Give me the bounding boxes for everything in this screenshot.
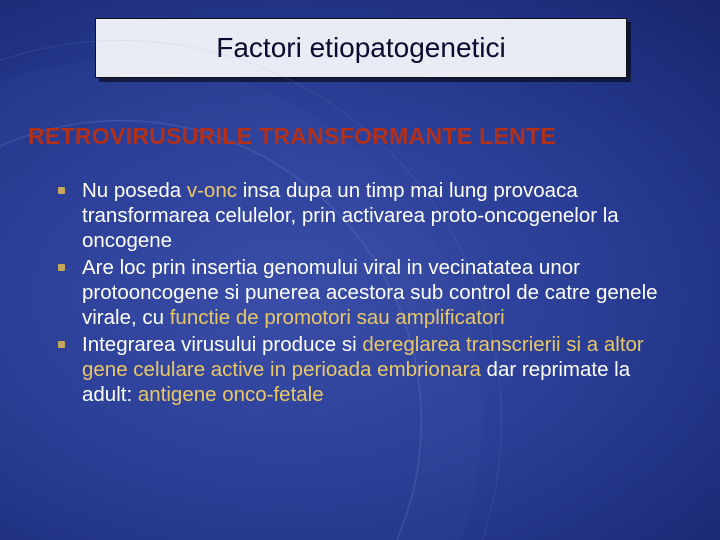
- body-content: Nu poseda v-onc insa dupa un timp mai lu…: [58, 178, 674, 409]
- text-run: Nu poseda: [82, 179, 187, 202]
- list-item: Integrarea virusului produce si dereglar…: [58, 332, 674, 407]
- title-box: Factori etiopatogenetici: [95, 18, 627, 78]
- bullet-list: Nu poseda v-onc insa dupa un timp mai lu…: [58, 178, 674, 407]
- highlight-run: functie de promotori sau amplificatori: [170, 306, 505, 329]
- slide-title: Factori etiopatogenetici: [216, 32, 506, 64]
- highlight-run: antigene onco-fetale: [138, 383, 324, 406]
- section-heading: RETROVIRUSURILE TRANSFORMANTE LENTE: [28, 123, 556, 150]
- list-item: Nu poseda v-onc insa dupa un timp mai lu…: [58, 178, 674, 253]
- text-run: Integrarea virusului produce si: [82, 333, 362, 356]
- slide: Factori etiopatogenetici RETROVIRUSURILE…: [0, 0, 720, 540]
- highlight-run: v-onc: [187, 179, 237, 202]
- list-item: Are loc prin insertia genomului viral in…: [58, 255, 674, 330]
